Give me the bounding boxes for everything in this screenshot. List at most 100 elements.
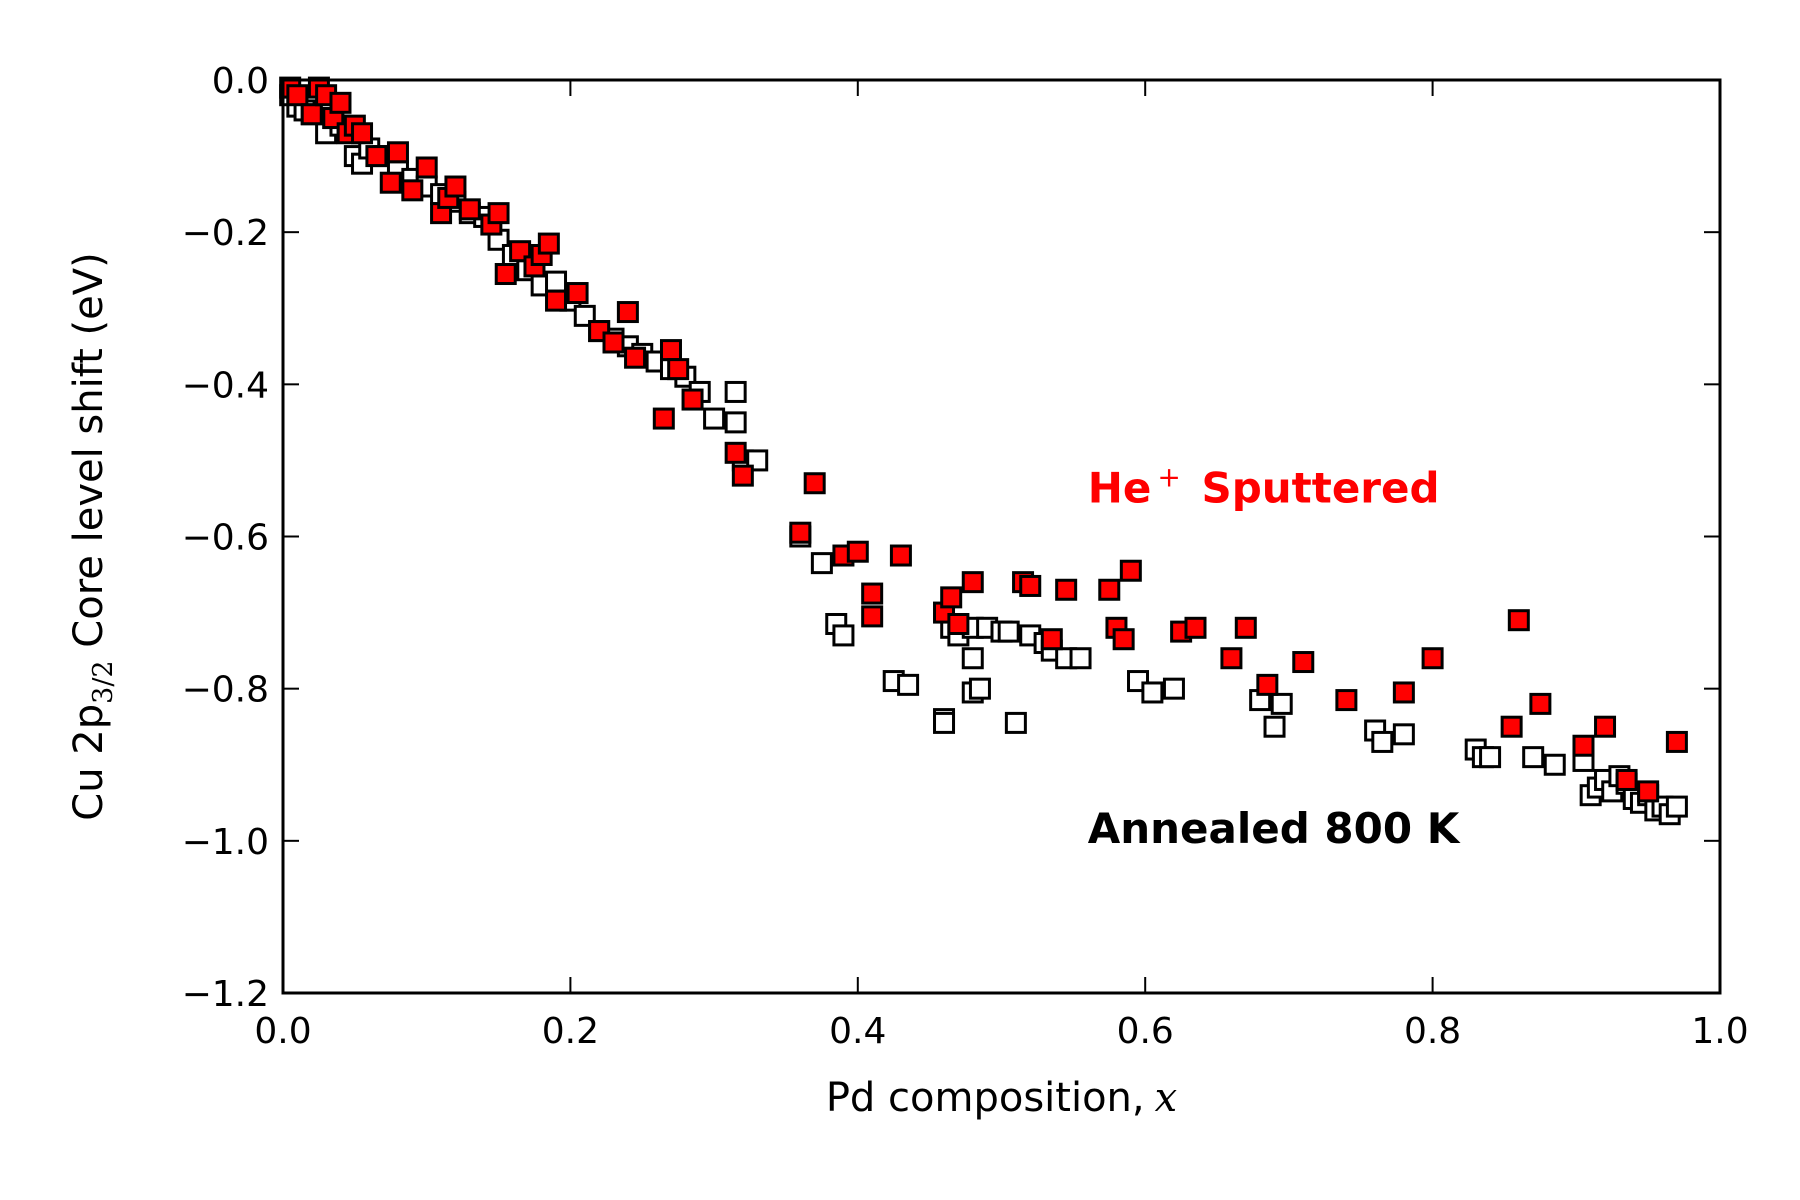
point-he-sputtered bbox=[300, 103, 323, 126]
point-annealed bbox=[933, 711, 956, 734]
point-he-sputtered bbox=[1500, 715, 1523, 738]
point-he-sputtered bbox=[458, 198, 481, 221]
point-he-sputtered bbox=[415, 156, 438, 179]
x-tick-label: 0.8 bbox=[1404, 1011, 1461, 1052]
point-he-sputtered bbox=[1637, 780, 1660, 803]
point-he-sputtered bbox=[961, 571, 984, 594]
point-he-sputtered bbox=[1615, 768, 1638, 791]
y-tick-label: −0.4 bbox=[182, 365, 269, 406]
point-he-sputtered bbox=[351, 122, 374, 145]
point-he-sputtered bbox=[386, 141, 409, 164]
point-he-sputtered bbox=[1112, 628, 1135, 651]
x-axis-label-text: Pd composition, bbox=[826, 1075, 1145, 1121]
point-he-sputtered bbox=[1055, 578, 1078, 601]
point-annealed bbox=[832, 624, 855, 647]
point-he-sputtered bbox=[1529, 692, 1552, 715]
point-he-sputtered bbox=[286, 84, 309, 107]
point-annealed bbox=[997, 620, 1020, 643]
tick-labels: 0.0 0.2 0.4 0.6 0.8 1.0 0.0 −0.2 −0.4 −0.6 −0.8 −1.… bbox=[182, 61, 1749, 1052]
point-he-sputtered bbox=[545, 289, 568, 312]
y-axis-label-subscript: 3/2 bbox=[88, 660, 119, 703]
point-annealed bbox=[1141, 681, 1164, 704]
point-he-sputtered bbox=[1098, 578, 1121, 601]
x-tick-label: 0.4 bbox=[829, 1011, 886, 1052]
point-he-sputtered bbox=[1019, 574, 1042, 597]
annotation-he-sputtered-sup: + bbox=[1157, 460, 1180, 493]
x-axis-label: Pd composition, x bbox=[826, 1075, 1177, 1121]
point-annealed bbox=[1392, 723, 1415, 746]
y-tick-label: −1.0 bbox=[182, 822, 269, 863]
point-he-sputtered bbox=[940, 586, 963, 609]
point-he-sputtered bbox=[667, 358, 690, 381]
axis-ticks bbox=[282, 79, 1721, 994]
point-he-sputtered bbox=[947, 612, 970, 635]
point-annealed bbox=[968, 677, 991, 700]
point-he-sputtered bbox=[861, 605, 884, 628]
point-he-sputtered bbox=[494, 263, 517, 286]
y-axis-label-suffix: Core level shift (eV) bbox=[66, 252, 112, 660]
point-he-sputtered bbox=[731, 464, 754, 487]
point-he-sputtered bbox=[487, 202, 510, 225]
y-tick-label: −0.2 bbox=[182, 213, 269, 254]
series-annealed bbox=[279, 84, 1688, 826]
point-he-sputtered bbox=[889, 544, 912, 567]
point-annealed bbox=[961, 647, 984, 670]
point-he-sputtered bbox=[329, 91, 352, 114]
point-annealed bbox=[724, 380, 747, 403]
point-he-sputtered bbox=[1119, 559, 1142, 582]
x-tick-label: 0.6 bbox=[1117, 1011, 1174, 1052]
annotation-annealed: Annealed 800 K bbox=[1088, 804, 1461, 853]
point-he-sputtered bbox=[365, 145, 388, 168]
annotation-he-sputtered: He + Sputtered bbox=[1088, 460, 1440, 512]
point-annealed bbox=[1270, 692, 1293, 715]
point-he-sputtered bbox=[724, 441, 747, 464]
point-he-sputtered bbox=[789, 521, 812, 544]
y-axis-label-prefix: Cu 2p bbox=[66, 704, 112, 821]
y-tick-label: −1.2 bbox=[182, 974, 269, 1015]
point-annealed bbox=[1069, 647, 1092, 670]
point-annealed bbox=[545, 270, 568, 293]
point-annealed bbox=[1543, 753, 1566, 776]
annotation-he-sputtered-prefix: He bbox=[1088, 463, 1152, 512]
point-he-sputtered bbox=[803, 472, 826, 495]
series-he-sputtered bbox=[279, 76, 1688, 803]
point-he-sputtered bbox=[444, 175, 467, 198]
point-he-sputtered bbox=[1292, 651, 1315, 674]
x-tick-label: 0.0 bbox=[254, 1011, 311, 1052]
point-annealed bbox=[703, 407, 726, 430]
point-he-sputtered bbox=[624, 346, 647, 369]
point-he-sputtered bbox=[1256, 673, 1279, 696]
point-he-sputtered bbox=[1234, 616, 1257, 639]
point-annealed bbox=[1479, 746, 1502, 769]
point-he-sputtered bbox=[681, 388, 704, 411]
y-axis-label: Cu 2p3/2 Core level shift (eV) bbox=[66, 252, 119, 820]
point-he-sputtered bbox=[652, 407, 675, 430]
point-he-sputtered bbox=[616, 301, 639, 324]
point-he-sputtered bbox=[659, 339, 682, 362]
point-annealed bbox=[1371, 730, 1394, 753]
y-tick-label: 0.0 bbox=[212, 61, 269, 102]
point-he-sputtered bbox=[846, 540, 869, 563]
point-he-sputtered bbox=[379, 171, 402, 194]
point-he-sputtered bbox=[401, 179, 424, 202]
point-annealed bbox=[810, 552, 833, 575]
point-he-sputtered bbox=[1507, 609, 1530, 632]
y-tick-label: −0.8 bbox=[182, 670, 269, 711]
point-annealed bbox=[1263, 715, 1286, 738]
point-he-sputtered bbox=[1392, 681, 1415, 704]
y-tick-label: −0.6 bbox=[182, 518, 269, 559]
point-he-sputtered bbox=[1594, 715, 1617, 738]
point-he-sputtered bbox=[537, 232, 560, 255]
point-he-sputtered bbox=[602, 331, 625, 354]
point-he-sputtered bbox=[1572, 734, 1595, 757]
x-tick-label: 1.0 bbox=[1691, 1011, 1748, 1052]
point-he-sputtered bbox=[1184, 616, 1207, 639]
point-he-sputtered bbox=[1421, 647, 1444, 670]
point-he-sputtered bbox=[566, 282, 589, 305]
x-tick-label: 0.2 bbox=[542, 1011, 599, 1052]
point-annealed bbox=[1522, 746, 1545, 769]
point-he-sputtered bbox=[1665, 730, 1688, 753]
point-annealed bbox=[724, 411, 747, 434]
x-axis-label-var: x bbox=[1155, 1075, 1178, 1121]
